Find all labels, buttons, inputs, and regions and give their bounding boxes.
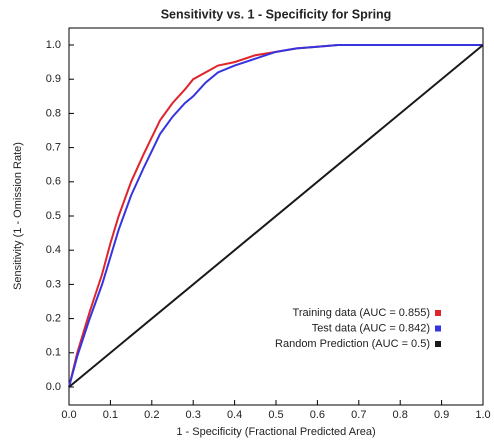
x-tick-label: 0.8: [393, 409, 408, 421]
x-axis-label: 1 - Specificity (Fractional Predicted Ar…: [176, 426, 375, 438]
y-tick-label: 0.1: [46, 347, 61, 359]
x-tick-label: 0.5: [268, 409, 283, 421]
legend-label: Training data (AUC = 0.855): [293, 307, 430, 319]
series-line: [68, 44, 484, 388]
x-tick-label: 0.7: [351, 409, 366, 421]
y-axis-label: Sensitivity (1 - Omission Rate): [12, 142, 24, 290]
y-tick-label: 0.9: [46, 73, 61, 85]
y-tick-label: 0.0: [46, 381, 61, 393]
x-tick-label: 0.1: [103, 409, 118, 421]
legend-swatch: [435, 341, 441, 347]
legend-label: Random Prediction (AUC = 0.5): [275, 338, 430, 350]
legend-swatch: [435, 325, 441, 332]
y-tick-label: 0.3: [46, 278, 61, 290]
y-tick-label: 0.4: [46, 244, 61, 256]
y-tick-label: 0.8: [46, 107, 61, 119]
x-tick-label: 0.9: [434, 409, 449, 421]
series-line: [68, 44, 483, 388]
x-tick-label: 0.6: [310, 409, 325, 421]
y-tick-label: 0.2: [46, 313, 61, 325]
chart-title: Sensitivity vs. 1 - Specificity for Spri…: [161, 7, 392, 21]
x-tick-label: 1.0: [475, 409, 490, 421]
x-tick-label: 0.3: [186, 409, 201, 421]
x-tick-label: 0.0: [61, 409, 76, 421]
y-tick-label: 1.0: [46, 39, 61, 51]
x-tick-label: 0.2: [144, 409, 159, 421]
y-tick-label: 0.6: [46, 176, 61, 188]
x-tick-label: 0.4: [227, 409, 242, 421]
legend-swatch: [435, 310, 441, 316]
y-tick-label: 0.7: [46, 142, 61, 154]
legend-label: Test data (AUC = 0.842): [312, 322, 430, 334]
y-tick-label: 0.5: [46, 210, 61, 222]
